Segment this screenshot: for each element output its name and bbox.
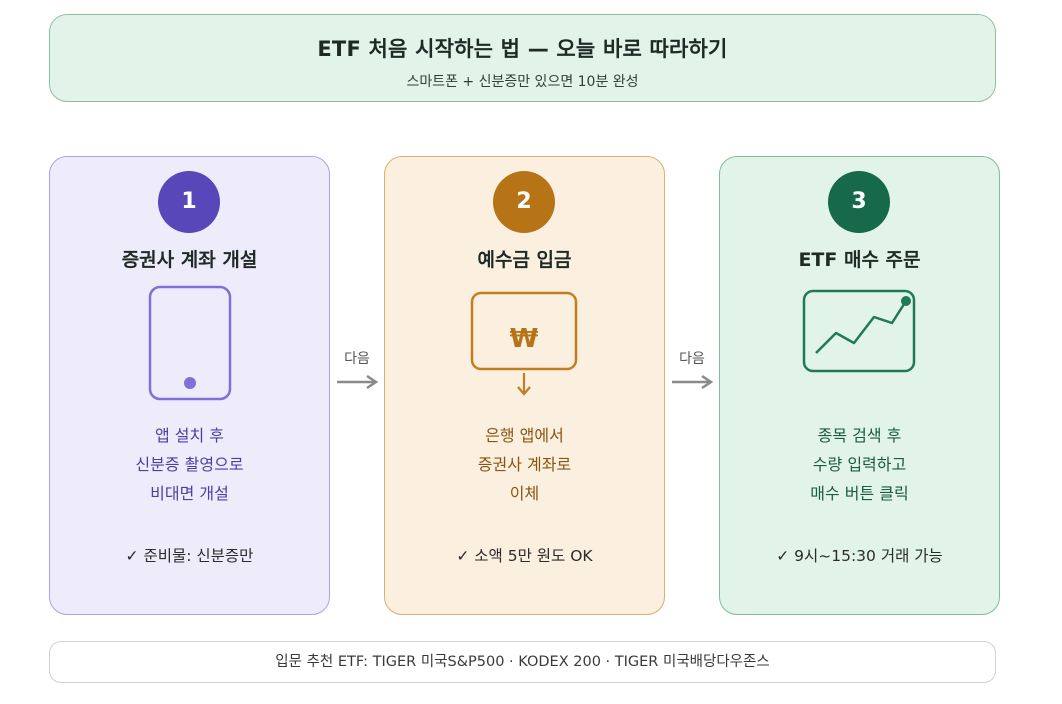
arrow-right-icon [337, 374, 379, 390]
step-description: 앱 설치 후 신분증 촬영으로 비대면 개설 [50, 421, 329, 508]
description-line: 증권사 계좌로 [477, 455, 572, 474]
next-label: 다음 [679, 351, 705, 367]
smartphone-icon [148, 285, 231, 401]
next-label: 다음 [344, 351, 370, 367]
description-line: 종목 검색 후 [817, 426, 902, 445]
step-description: 종목 검색 후 수량 입력하고 매수 버튼 클릭 [720, 421, 999, 508]
step-description: 은행 앱에서 증권사 계좌로 이체 [385, 421, 664, 508]
step-title: 증권사 계좌 개설 [121, 249, 258, 271]
step-card-3: 3 ETF 매수 주문 종목 검색 후 수량 입력하고 매수 버튼 클릭 ✓ 9… [719, 156, 1000, 615]
step-note: ✓ 소액 5만 원도 OK [456, 547, 593, 565]
won-deposit-icon: ₩ [470, 291, 577, 396]
page-title: ETF 처음 시작하는 법 — 오늘 바로 따라하기 [317, 37, 728, 61]
step-number-badge: 3 [828, 171, 890, 233]
won-symbol: ₩ [509, 324, 538, 354]
recommended-etf-footer: 입문 추천 ETF: TIGER 미국S&P500 · KODEX 200 · … [49, 641, 996, 683]
next-arrow: 다음 [665, 348, 719, 398]
description-line: 신분증 촬영으로 [135, 455, 244, 474]
title-banner: ETF 처음 시작하는 법 — 오늘 바로 따라하기 스마트폰 + 신분증만 있… [49, 14, 996, 102]
step-card-2: 2 예수금 입금 ₩ 은행 앱에서 증권사 계좌로 이체 ✓ 소액 5만 원도 … [384, 156, 665, 615]
step-note: ✓ 9시~15:30 거래 가능 [776, 547, 943, 565]
description-line: 비대면 개설 [150, 484, 229, 503]
description-line: 수량 입력하고 [812, 455, 907, 474]
step-number-badge: 1 [158, 171, 220, 233]
description-line: 앱 설치 후 [154, 426, 225, 445]
description-line: 은행 앱에서 [485, 426, 564, 445]
step-title: ETF 매수 주문 [798, 249, 921, 271]
next-arrow: 다음 [330, 348, 384, 398]
step-title: 예수금 입금 [477, 249, 572, 271]
line-chart-icon [802, 289, 915, 373]
description-line: 이체 [509, 484, 540, 503]
arrow-right-icon [672, 374, 714, 390]
step-card-1: 1 증권사 계좌 개설 앱 설치 후 신분증 촬영으로 비대면 개설 ✓ 준비물… [49, 156, 330, 615]
page-subtitle: 스마트폰 + 신분증만 있으면 10분 완성 [406, 74, 639, 90]
description-line: 매수 버튼 클릭 [810, 484, 909, 503]
step-number-badge: 2 [493, 171, 555, 233]
step-note: ✓ 준비물: 신분증만 [125, 547, 254, 565]
